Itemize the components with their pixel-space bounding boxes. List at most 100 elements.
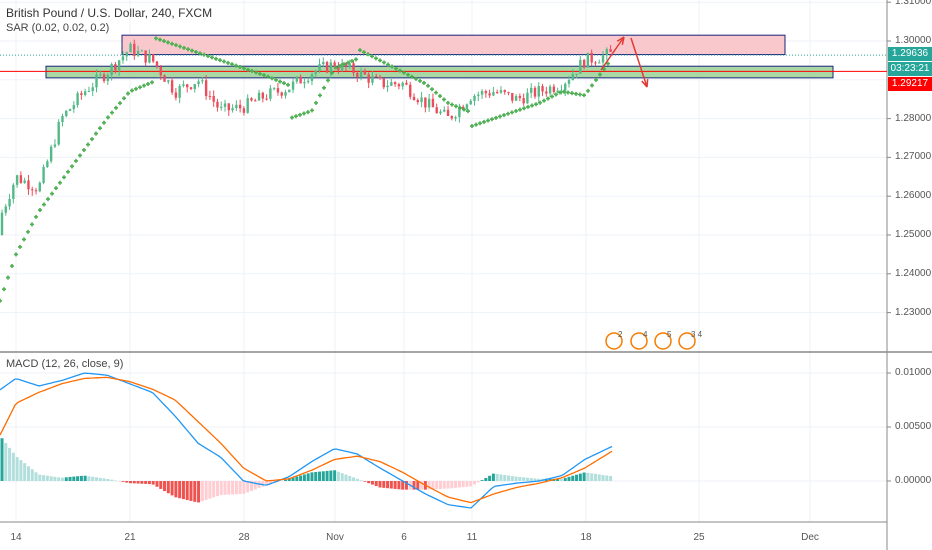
histogram-bar [129, 481, 133, 484]
candle-body [325, 62, 329, 73]
sar-dot [382, 60, 386, 65]
candle-body [420, 97, 423, 103]
candle-body [61, 116, 64, 122]
histogram-bar [389, 481, 393, 489]
candle-body [356, 73, 359, 78]
histogram-bar [416, 481, 420, 490]
candle-body [378, 76, 382, 79]
sar-dot [494, 115, 498, 120]
candle-body [102, 74, 106, 82]
candle-body [533, 87, 537, 97]
histogram-bar [53, 476, 57, 481]
sar-dot [22, 237, 26, 242]
candle-body [507, 92, 510, 94]
sar-dot [486, 118, 490, 123]
histogram-bar [563, 477, 567, 481]
histogram-bar [363, 481, 367, 482]
time-axis-label: 25 [693, 532, 705, 543]
sar-dot [270, 76, 274, 81]
candle-body [152, 54, 155, 62]
event-count: 5 [667, 330, 672, 339]
horizontal-line-price-label: 1.29217 [888, 77, 932, 91]
histogram-bar [121, 481, 125, 482]
sar-dot [378, 58, 382, 63]
sar-dot [206, 54, 210, 59]
histogram-bar [522, 477, 526, 481]
sar-dot [594, 77, 598, 82]
histogram-bar [571, 475, 575, 481]
sar-dot [146, 81, 150, 86]
histogram-bar [386, 481, 390, 489]
histogram-bar [355, 478, 359, 481]
candle-body [80, 93, 83, 95]
histogram-bar [525, 477, 529, 481]
time-axis-label: 14 [10, 532, 22, 543]
sar-dot [250, 69, 254, 74]
sar-dot [234, 63, 238, 68]
histogram-bar [15, 457, 19, 481]
histogram-bar [344, 474, 348, 481]
time-axis-label: Dec [801, 532, 819, 543]
candle-body [148, 54, 151, 63]
time-axis-label: 21 [124, 532, 136, 543]
histogram-bar [185, 481, 189, 501]
histogram-bar [302, 474, 306, 481]
sar-dot [430, 87, 434, 92]
sar-dot [290, 115, 294, 120]
macd-indicator-label[interactable]: MACD (12, 26, close, 9) [6, 358, 124, 370]
sar-dot [510, 110, 514, 115]
candle-body [367, 74, 370, 83]
sar-dot [0, 298, 2, 303]
candle-body [310, 74, 314, 81]
sar-indicator-label[interactable]: SAR (0.02, 0.02, 0.2) [6, 22, 110, 34]
histogram-bar [246, 481, 250, 493]
histogram-bar [314, 471, 318, 481]
sar-dot [470, 124, 474, 129]
sar-dot [26, 229, 30, 234]
sar-dot [222, 59, 226, 64]
histogram-bar [499, 474, 503, 481]
sar-dot [526, 104, 530, 109]
histogram-bar [234, 481, 238, 495]
histogram-bar [45, 475, 49, 481]
macd-line [0, 372, 613, 509]
sar-dot [570, 91, 574, 96]
histogram-bar [446, 481, 450, 489]
sar-dot [466, 109, 470, 114]
histogram-bar [295, 476, 299, 481]
candle-body [590, 52, 593, 63]
sar-dot [426, 83, 430, 88]
sar-dot [262, 73, 266, 78]
histogram-bar [212, 481, 216, 498]
candle-body [537, 86, 540, 97]
sar-dot [514, 109, 518, 114]
candle-body [208, 96, 212, 98]
candle-body [72, 105, 76, 110]
candle-body [552, 86, 556, 92]
histogram-bar [0, 438, 4, 481]
candle-body [314, 70, 317, 75]
sar-dot [70, 164, 74, 169]
sar-dot [346, 60, 350, 65]
histogram-bar [370, 481, 374, 485]
sar-dot [602, 67, 606, 72]
candle-body [0, 212, 4, 235]
histogram-bar [491, 473, 495, 481]
sar-dot [274, 77, 278, 82]
histogram-bar [151, 481, 155, 485]
candle-body [99, 74, 102, 76]
histogram-bar [529, 478, 533, 481]
histogram-bar [178, 481, 182, 499]
histogram-bar [106, 478, 110, 481]
sar-dot [362, 50, 366, 55]
histogram-bar [95, 477, 98, 481]
sar-dot [114, 105, 118, 110]
sar-dot [242, 66, 246, 71]
candle-body [23, 180, 26, 183]
candle-body [117, 60, 121, 71]
candle-body [254, 100, 257, 102]
candle-body [333, 62, 336, 68]
histogram-bar [26, 466, 30, 481]
histogram-bar [601, 474, 605, 481]
